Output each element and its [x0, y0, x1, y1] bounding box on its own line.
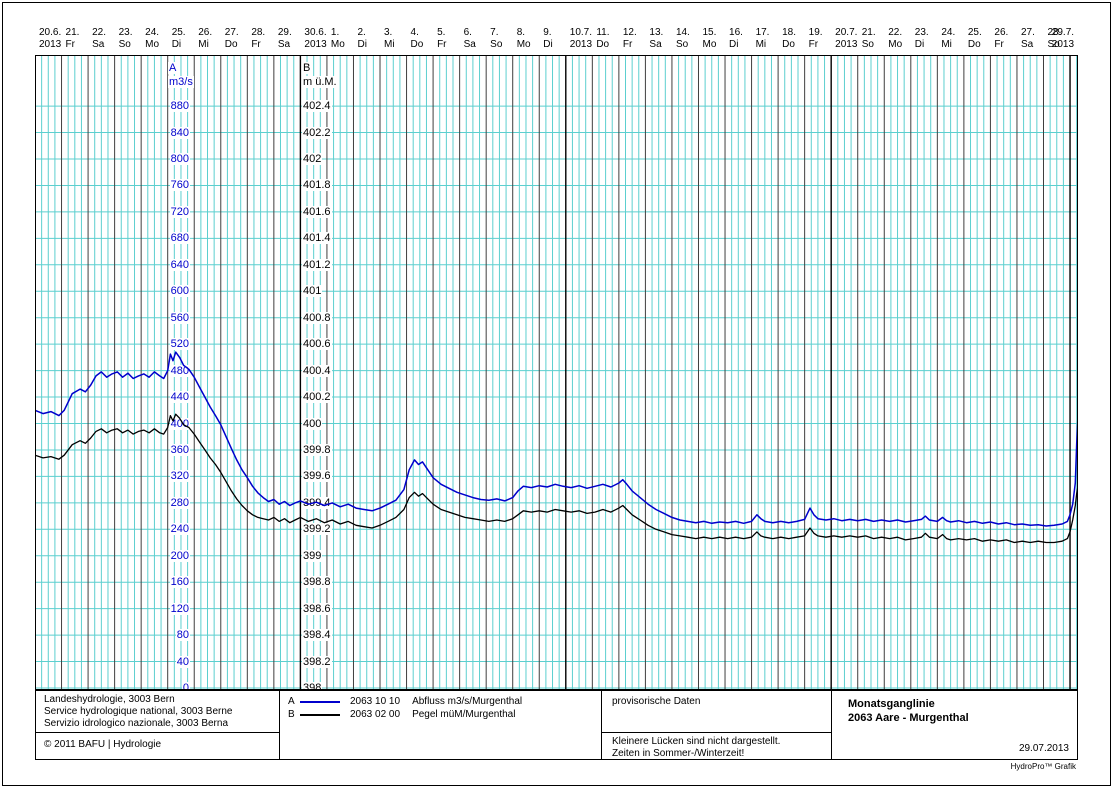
org-divider: [36, 732, 279, 733]
date-tick-9: 29. Sa: [277, 27, 292, 50]
date-tick-26: 16. Di: [729, 27, 743, 50]
date-tick-7: 27. Do: [224, 27, 239, 50]
date-tick-12: 2. Di: [357, 27, 367, 50]
date-tick-13: 3. Mi: [384, 27, 395, 50]
date-tick-18: 8. Mo: [516, 27, 531, 50]
provisional-data-label: provisorische Daten: [612, 696, 701, 707]
date-tick-5: 25. Di: [171, 27, 186, 50]
date-tick-27: 17. Mi: [755, 27, 770, 50]
series-line-a: [35, 351, 1078, 527]
note-line-1: Kleinere Lücken sind nicht dargestellt.: [612, 736, 781, 747]
legend-code-b: 2063 02 00: [350, 709, 401, 720]
legend-series-a: A 2063 10 10 Abfluss m3/s/Murgenthal: [288, 696, 522, 707]
series-layer: [35, 55, 1078, 690]
date-tick-1: 21. Fr: [65, 27, 80, 50]
date-tick-33: 23. Di: [914, 27, 929, 50]
date-tick-4: 24. Mo: [145, 27, 160, 50]
date-tick-38: 28. So: [1047, 27, 1062, 50]
date-tick-35: 25. Do: [967, 27, 982, 50]
org-box: Landeshydrologie, 3003 Bern Service hydr…: [36, 691, 279, 759]
date-tick-28: 18. Do: [782, 27, 796, 50]
date-tick-34: 24. Mi: [941, 27, 956, 50]
org-line-1: Landeshydrologie, 3003 Bern: [44, 694, 175, 705]
date-tick-36: 26. Fr: [994, 27, 1009, 50]
legend-key-a: A: [288, 696, 295, 707]
note-line-2: Zeiten in Sommer-/Winterzeit!: [612, 748, 745, 759]
legend-key-b: B: [288, 709, 295, 720]
date-tick-22: 12. Fr: [622, 27, 637, 50]
date-tick-37: 27. Sa: [1020, 27, 1035, 50]
date-tick-25: 15. Mo: [702, 27, 717, 50]
date-tick-2: 22. Sa: [92, 27, 106, 50]
chart-title: Monatsganglinie: [848, 698, 935, 710]
grid-layer: [35, 55, 1078, 690]
date-tick-30: 20.7. 2013: [835, 27, 858, 50]
plot-area: [35, 55, 1078, 690]
station-title: 2063 Aare - Murgenthal: [848, 712, 969, 724]
org-line-3: Servizio idrologico nazionale, 3003 Bern…: [44, 718, 229, 729]
date-tick-24: 14. So: [675, 27, 690, 50]
date-tick-23: 13. Sa: [649, 27, 664, 50]
date-tick-39: 29.7. 2013: [1051, 27, 1075, 50]
notes-box: provisorische Daten Kleinere Lücken sind…: [601, 691, 831, 759]
date-tick-14: 4. Do: [410, 27, 424, 50]
date-tick-29: 19. Fr: [808, 27, 823, 50]
legend-label-b: Pegel müM/Murgenthal: [412, 709, 516, 720]
date-tick-15: 5. Fr: [437, 27, 447, 50]
hydropro-brand: HydroPro™ Grafik: [1010, 762, 1076, 771]
series-legend-box: A 2063 10 10 Abfluss m3/s/Murgenthal B 2…: [279, 691, 601, 759]
date-tick-21: 11. Do: [596, 27, 610, 50]
series-line-b: [35, 413, 1078, 544]
legend-line-b-sample: [300, 713, 340, 716]
legend-line-a-sample: [300, 700, 340, 703]
date-tick-0: 20.6. 2013: [39, 27, 62, 50]
date-tick-20: 10.7. 2013: [569, 27, 593, 50]
date-tick-6: 26. Mi: [198, 27, 213, 50]
date-tick-17: 7. So: [490, 27, 503, 50]
legend-series-b: B 2063 02 00 Pegel müM/Murgenthal: [288, 709, 515, 720]
legend-strip: Landeshydrologie, 3003 Bern Service hydr…: [35, 690, 1078, 760]
date-tick-19: 9. Di: [543, 27, 553, 50]
print-date: 29.07.2013: [1018, 743, 1069, 754]
legend-label-a: Abfluss m3/s/Murgenthal: [412, 696, 523, 707]
title-box: Monatsganglinie 2063 Aare - Murgenthal 2…: [831, 691, 1077, 759]
org-line-2: Service hydrologique national, 3003 Bern…: [44, 706, 233, 717]
copyright-text: © 2011 BAFU | Hydrologie: [44, 739, 162, 750]
legend-code-a: 2063 10 10: [350, 696, 401, 707]
date-tick-10: 30.6. 2013: [304, 27, 327, 50]
date-tick-8: 28. Fr: [251, 27, 266, 50]
date-tick-31: 21. So: [861, 27, 876, 50]
date-tick-11: 1. Mo: [330, 27, 345, 50]
date-tick-16: 6. Sa: [463, 27, 476, 50]
date-tick-32: 22. Mo: [888, 27, 903, 50]
date-tick-3: 23. So: [118, 27, 133, 50]
notes-divider: [602, 732, 831, 733]
